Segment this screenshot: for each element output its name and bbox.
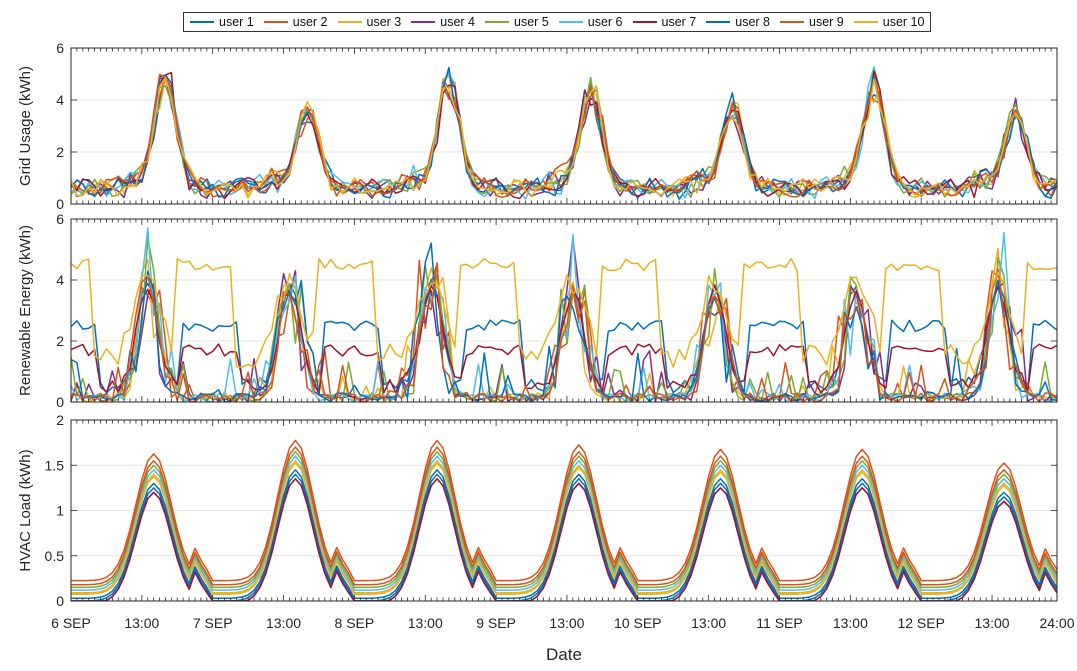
legend-swatch <box>263 21 288 23</box>
legend-item: user 5 <box>485 15 549 29</box>
x-tick-label: 13:00 <box>833 615 868 631</box>
legend-label: user 8 <box>735 15 770 29</box>
legend-swatch <box>337 21 362 23</box>
series-line <box>71 446 1057 586</box>
y-tick-label: 0 <box>56 394 64 410</box>
y-tick-label: 2 <box>56 144 64 160</box>
x-tick-label: 9 SEP <box>476 615 516 631</box>
x-tick-label: 13:00 <box>408 615 443 631</box>
x-tick-label: 13:00 <box>549 615 584 631</box>
series-line <box>71 69 1057 200</box>
series-line <box>71 439 1057 582</box>
legend-label: user 5 <box>514 15 549 29</box>
x-tick-label: 6 SEP <box>51 615 91 631</box>
legend-label: user 6 <box>587 15 623 29</box>
legend-swatch <box>632 21 657 23</box>
x-tick-label: 12 SEP <box>897 615 944 631</box>
x-tick-label: 10 SEP <box>614 615 661 631</box>
series-line <box>71 469 1057 600</box>
x-tick-labels: 6 SEP 13:00 7 SEP 13:00 8 SEP 13:00 9 SEP 13:00… <box>51 615 1075 631</box>
y-tick-label: 2 <box>56 333 64 349</box>
series-line <box>71 455 1057 591</box>
y-tick-label: 0 <box>56 593 64 609</box>
legend-item: user 3 <box>337 15 402 29</box>
series-line <box>71 450 1057 589</box>
series-line <box>71 278 1057 396</box>
y-tick-label: 0 <box>56 196 64 212</box>
panel-2: 0 2 4 6 Renewable Energy (kWh) <box>17 211 1058 410</box>
series-line <box>71 76 1057 199</box>
legend-item: user 6 <box>558 15 623 29</box>
legend-item: user 7 <box>632 15 697 29</box>
axes-frame <box>70 47 1058 205</box>
y-tick-label: 6 <box>56 40 64 56</box>
series-line <box>71 247 1057 402</box>
axes-frame <box>70 218 1058 403</box>
legend-item: user 9 <box>780 15 844 29</box>
legend-label: user 7 <box>661 15 697 29</box>
legend-label: user 4 <box>440 15 475 29</box>
legend-swatch <box>558 21 583 23</box>
y-tick-label: 1.5 <box>45 457 65 473</box>
series-line <box>71 262 1057 402</box>
legend: user 1 user 2 user 3 user 4 user 5 user 6 user… <box>183 12 932 32</box>
legend-swatch <box>853 21 878 23</box>
series-line <box>71 459 1057 594</box>
legend-item: user 4 <box>411 15 475 29</box>
y-tick-label: 4 <box>56 272 64 288</box>
x-tick-label: 8 SEP <box>335 615 375 631</box>
x-tick-label: 13:00 <box>266 615 301 631</box>
legend-label: user 2 <box>292 15 328 29</box>
legend-label: user 1 <box>219 15 254 29</box>
series-line <box>71 237 1057 402</box>
y-tick-label: 1 <box>56 503 64 519</box>
legend-label: user 10 <box>882 15 925 29</box>
x-tick-label: 13:00 <box>691 615 726 631</box>
legend-swatch <box>190 21 214 23</box>
series-group <box>71 439 1057 601</box>
x-tick-label: 7 SEP <box>193 615 233 631</box>
legend-item: user 8 <box>706 15 770 29</box>
y-tick-label: 4 <box>56 92 64 108</box>
series-line <box>71 227 1057 402</box>
y-tick-label: 6 <box>56 211 64 227</box>
series-line <box>71 70 1057 200</box>
legend-item: user 1 <box>190 15 254 29</box>
series-line <box>71 257 1057 369</box>
series-group <box>71 66 1057 200</box>
y-axis-label: Grid Usage (kWh) <box>17 66 34 186</box>
legend-swatch <box>780 21 804 23</box>
legend-swatch <box>706 21 731 23</box>
y-tick-label: 2 <box>56 412 64 428</box>
y-axis-label: Renewable Energy (kWh) <box>17 225 34 396</box>
x-tick-label: 13:00 <box>975 615 1010 631</box>
series-group <box>71 227 1057 402</box>
series-line <box>71 478 1057 601</box>
series-line <box>71 284 1057 396</box>
legend-label: user 3 <box>366 15 402 29</box>
x-axis-label: Date <box>546 645 582 664</box>
panel-3: 0 0.5 1 1.5 2 HVAC Load (kWh) <box>17 412 1058 609</box>
panel-1: 0 2 4 6 Grid Usage (kWh) <box>17 40 1058 212</box>
legend-label: user 9 <box>809 15 844 29</box>
legend-swatch <box>485 21 509 23</box>
y-axis-label: HVAC Load (kWh) <box>17 449 34 571</box>
x-tick-label: 24:00 <box>1039 615 1074 631</box>
y-tick-label: 0.5 <box>45 548 65 564</box>
x-tick-label: 13:00 <box>124 615 159 631</box>
x-tick-label: 11 SEP <box>756 615 802 631</box>
legend-item: user 2 <box>263 15 328 29</box>
legend-swatch <box>411 21 436 23</box>
legend-item: user 10 <box>853 15 925 29</box>
